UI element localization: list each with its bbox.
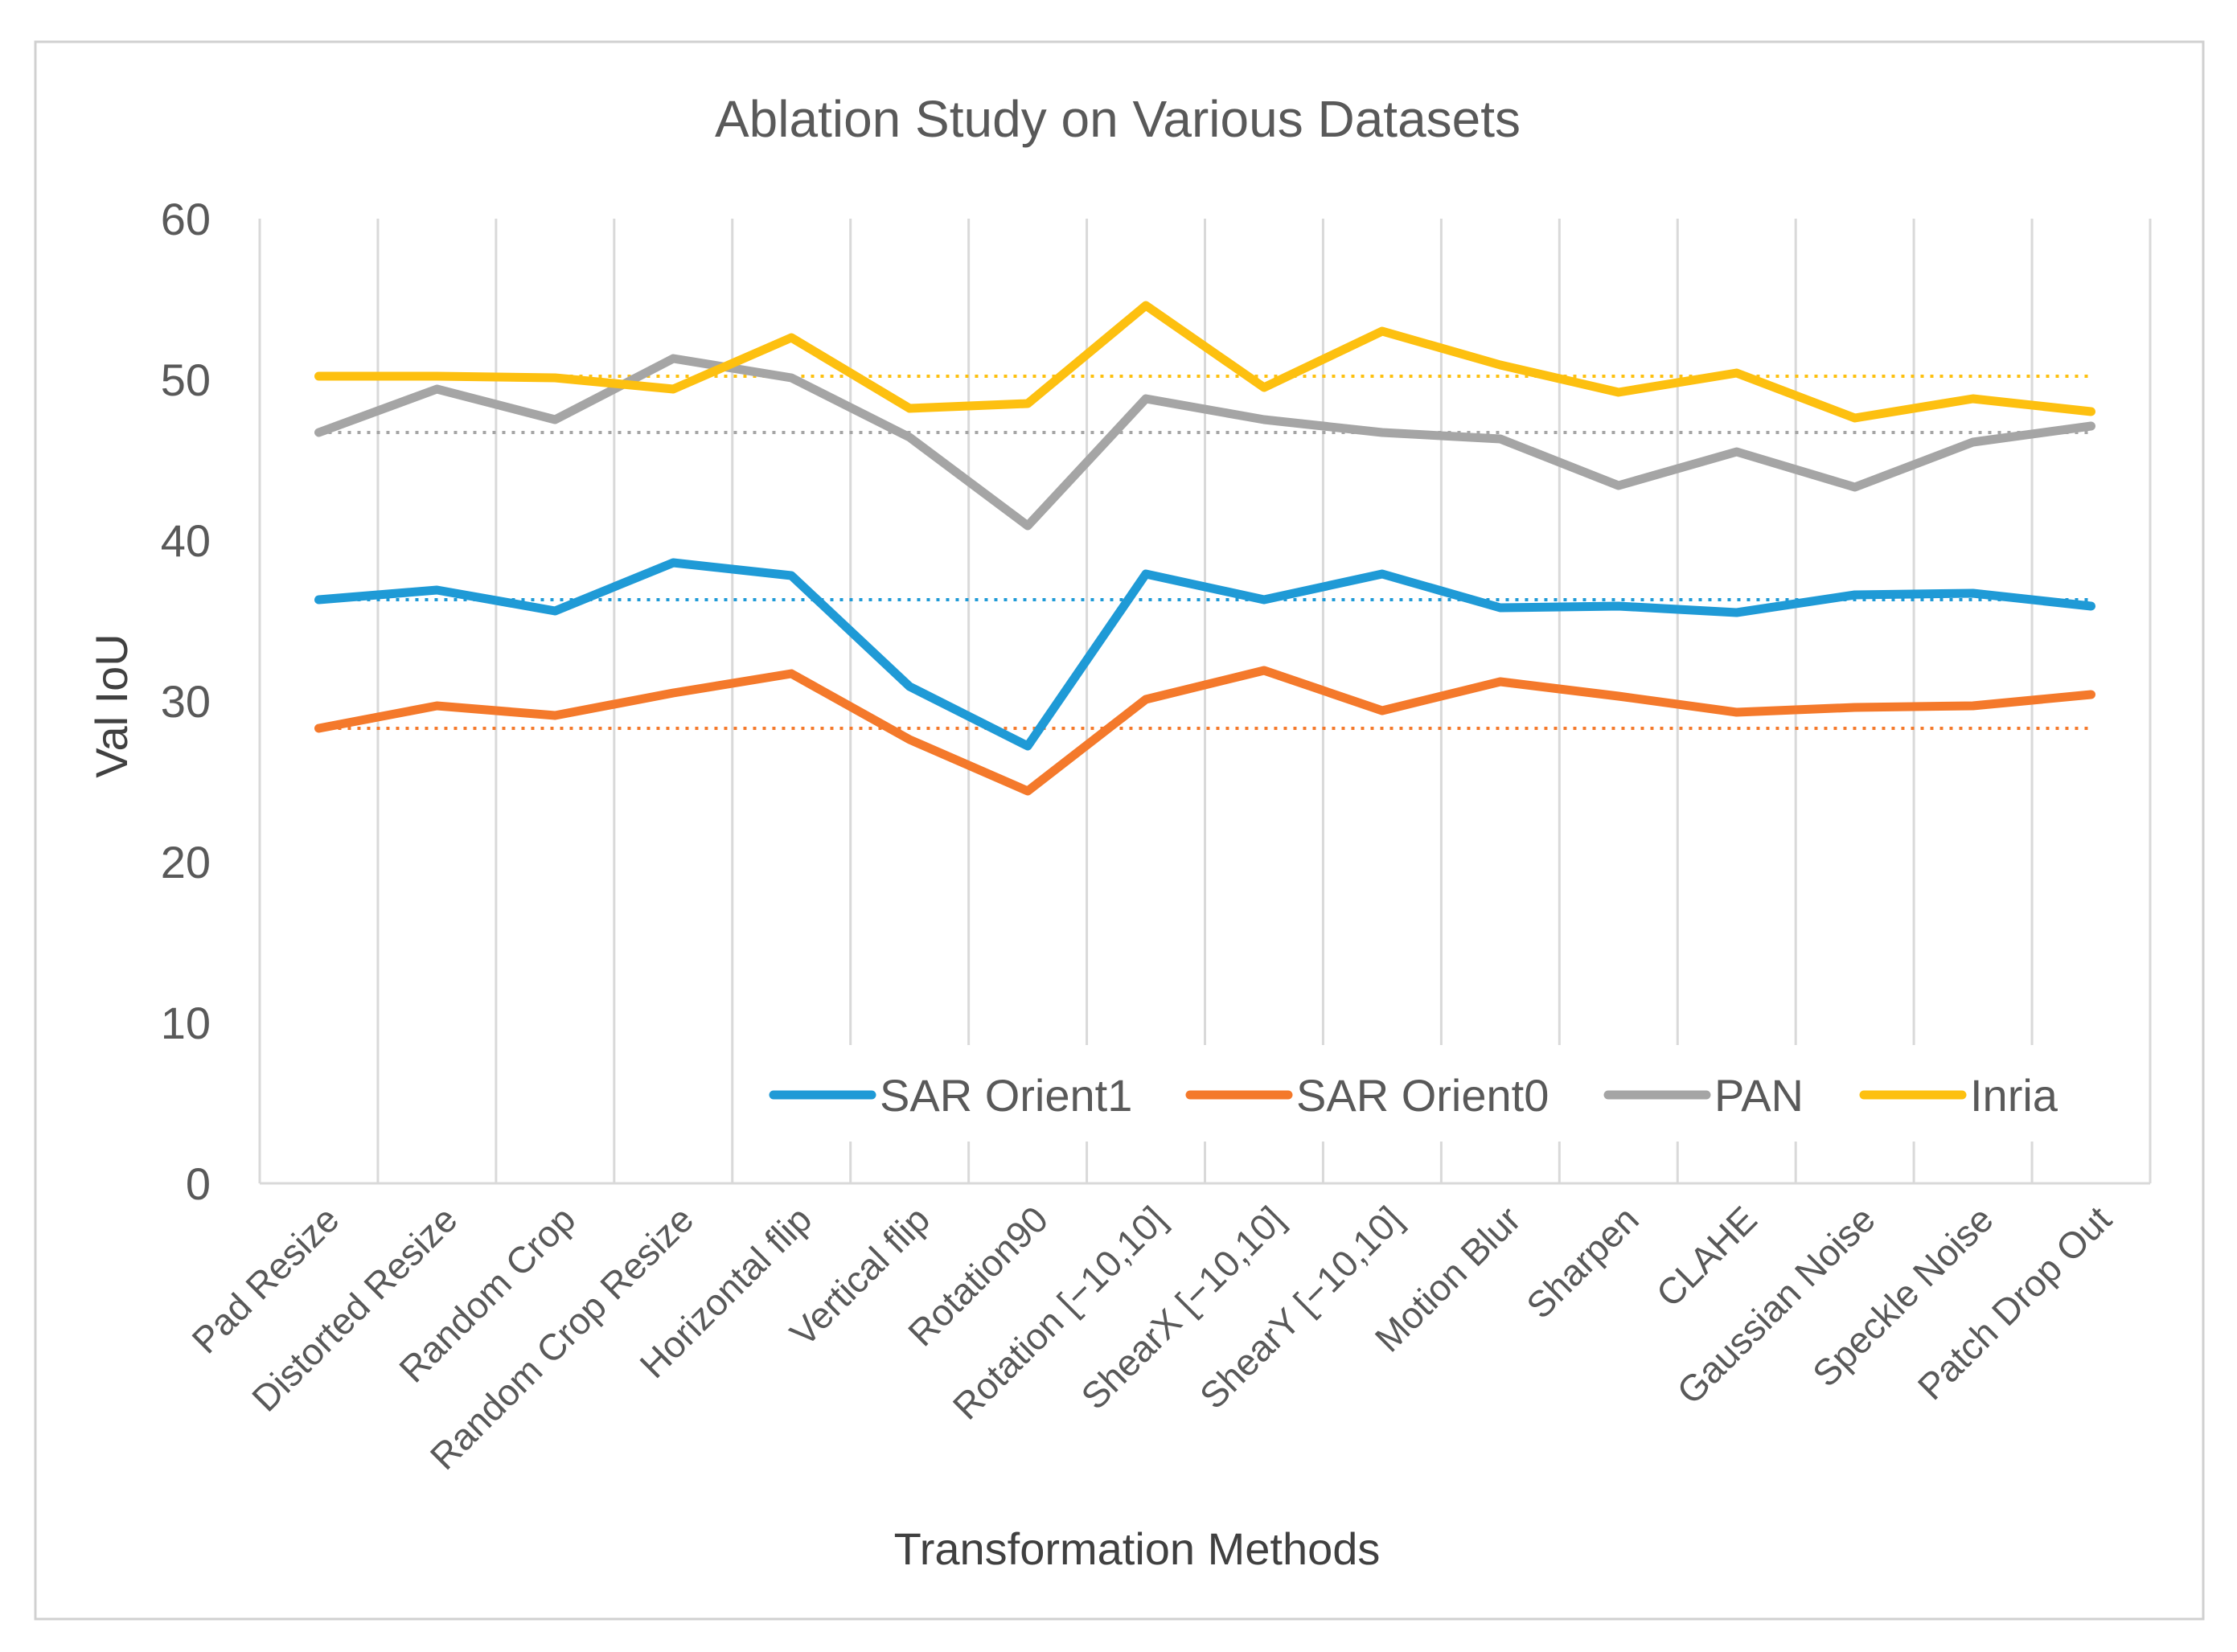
- data-point: [435, 588, 439, 592]
- legend-background: [756, 1045, 2075, 1142]
- data-point: [1498, 606, 1502, 609]
- data-point: [1380, 330, 1384, 333]
- data-point: [671, 387, 675, 391]
- series-line-pan: [314, 354, 2095, 531]
- y-axis-label: Val IoU: [86, 633, 137, 777]
- data-point: [553, 609, 557, 613]
- data-point: [435, 387, 439, 391]
- data-point: [317, 375, 321, 378]
- data-point: [435, 375, 439, 378]
- data-point: [1616, 391, 1620, 394]
- y-tick-label: 0: [186, 1158, 211, 1209]
- data-point: [790, 672, 794, 675]
- data-point: [1616, 484, 1620, 487]
- data-point: [1734, 450, 1738, 453]
- data-point: [1853, 706, 1857, 709]
- y-tick-label: 20: [161, 837, 211, 887]
- y-tick-label: 50: [161, 355, 211, 405]
- data-point: [790, 336, 794, 339]
- data-point: [908, 436, 912, 439]
- series-line-sar-orient1: [314, 558, 2095, 751]
- series-line-inria: [314, 301, 2095, 423]
- data-point: [553, 376, 557, 379]
- data-point: [908, 738, 912, 741]
- data-point: [317, 598, 321, 601]
- data-point: [1026, 789, 1030, 793]
- data-point: [553, 418, 557, 421]
- data-point: [671, 691, 675, 695]
- data-point: [435, 704, 439, 707]
- data-point: [1144, 698, 1148, 701]
- data-point: [1144, 397, 1148, 400]
- data-point: [1026, 524, 1030, 527]
- y-tick-label: 10: [161, 998, 211, 1048]
- data-point: [2089, 605, 2093, 608]
- series-layer: [314, 301, 2095, 796]
- data-point: [1262, 598, 1266, 601]
- data-point: [1144, 572, 1148, 576]
- legend-label: SAR Orient1: [880, 1070, 1132, 1121]
- data-point: [790, 574, 794, 577]
- data-point: [1380, 709, 1384, 712]
- data-point: [1853, 486, 1857, 489]
- chart-title: Ablation Study on Various Datasets: [715, 90, 1521, 148]
- data-point: [1380, 572, 1384, 576]
- data-point: [1971, 397, 1975, 400]
- data-point: [671, 561, 675, 564]
- y-tick-labels: 0 10 20 30 40 50 60: [161, 194, 211, 1209]
- data-point: [1144, 304, 1148, 307]
- legend-label: Inria: [1970, 1070, 2058, 1121]
- data-point: [2089, 424, 2093, 428]
- legend-label: SAR Orient0: [1296, 1070, 1549, 1121]
- data-point: [1026, 402, 1030, 405]
- legend-label: PAN: [1714, 1070, 1804, 1121]
- data-point: [1853, 416, 1857, 420]
- data-point: [1734, 711, 1738, 714]
- data-point: [317, 727, 321, 730]
- legend: SAR Orient1 SAR Orient0 PAN Inria: [756, 1045, 2075, 1142]
- data-point: [1616, 605, 1620, 608]
- data-point: [1498, 680, 1502, 683]
- y-tick-label: 30: [161, 676, 211, 727]
- data-point: [2089, 410, 2093, 413]
- data-point: [553, 714, 557, 717]
- data-point: [1498, 363, 1502, 367]
- data-point: [671, 357, 675, 360]
- data-point: [2089, 693, 2093, 696]
- data-point: [1498, 437, 1502, 441]
- data-point: [1734, 611, 1738, 614]
- data-point: [1616, 695, 1620, 698]
- data-point: [1734, 371, 1738, 375]
- data-point: [908, 685, 912, 688]
- data-point: [1262, 386, 1266, 389]
- data-point: [1971, 592, 1975, 595]
- data-point: [1971, 704, 1975, 707]
- x-axis-label: Transformation Methods: [894, 1523, 1381, 1574]
- data-point: [1380, 431, 1384, 434]
- data-point: [1971, 441, 1975, 444]
- data-point: [1853, 593, 1857, 596]
- y-tick-label: 40: [161, 515, 211, 566]
- y-tick-label: 60: [161, 194, 211, 244]
- chart-frame: [34, 40, 2205, 1621]
- data-point: [1262, 418, 1266, 421]
- legend-items: SAR Orient1 SAR Orient0 PAN Inria: [769, 1070, 2058, 1121]
- series-line-sar-orient0: [314, 666, 2095, 796]
- data-point: [1026, 744, 1030, 748]
- data-point: [790, 376, 794, 379]
- data-point: [317, 431, 321, 434]
- data-point: [908, 407, 912, 410]
- data-point: [1262, 669, 1266, 672]
